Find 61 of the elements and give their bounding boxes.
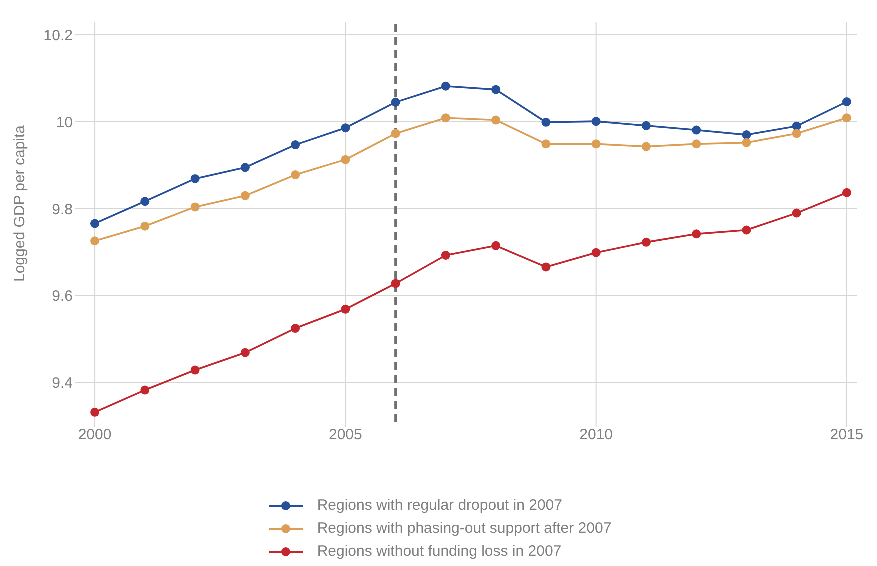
point — [492, 116, 501, 125]
point — [492, 241, 501, 250]
point — [291, 324, 300, 334]
point — [190, 202, 200, 212]
point — [692, 126, 702, 135]
y-tick-label: 10 — [56, 114, 73, 132]
point — [792, 122, 802, 131]
point — [842, 188, 852, 198]
point — [592, 117, 601, 126]
point — [140, 197, 150, 206]
point — [592, 140, 601, 149]
y-tick-label: 9.4 — [52, 375, 73, 392]
point — [492, 85, 501, 94]
point — [842, 114, 852, 123]
point — [291, 170, 300, 180]
y-axis-title: Logged GDP per capita — [11, 124, 28, 282]
point — [391, 279, 400, 288]
point — [240, 348, 250, 358]
point — [792, 129, 802, 138]
point — [742, 226, 752, 235]
x-tick-label: 2015 — [830, 426, 864, 444]
point — [692, 140, 702, 149]
point — [341, 124, 350, 133]
point — [542, 118, 551, 127]
point — [642, 142, 651, 152]
point — [240, 163, 250, 172]
point — [391, 129, 400, 138]
point — [542, 262, 551, 272]
point — [90, 236, 100, 246]
point — [90, 219, 100, 228]
y-tick-label: 9.6 — [52, 288, 73, 306]
point — [842, 98, 852, 106]
point — [291, 140, 300, 150]
point — [441, 114, 450, 123]
point — [140, 386, 150, 395]
point — [642, 238, 651, 247]
legend-label: Regions with regular dropout in 2007 — [317, 497, 562, 514]
point — [90, 408, 100, 417]
point — [441, 250, 450, 260]
point — [592, 248, 601, 258]
point — [441, 82, 450, 91]
x-tick-label: 2005 — [328, 426, 362, 444]
legend-label: Regions with phasing-out support after 2007 — [317, 520, 612, 537]
point — [542, 140, 551, 149]
x-tick-label: 2010 — [580, 426, 614, 444]
point — [792, 208, 802, 218]
point — [391, 98, 400, 107]
y-tick-label: 10.2 — [44, 27, 73, 44]
point — [692, 230, 702, 239]
point — [341, 155, 350, 164]
point — [240, 191, 250, 200]
point — [190, 174, 200, 184]
y-tick-label: 9.8 — [52, 201, 73, 218]
point — [190, 366, 200, 375]
point — [742, 130, 752, 140]
point — [642, 121, 651, 130]
legend-label: Regions without funding loss in 2007 — [317, 543, 562, 560]
x-tick-label: 2000 — [78, 426, 112, 444]
point — [140, 222, 150, 231]
point — [341, 304, 350, 314]
point — [742, 138, 752, 148]
